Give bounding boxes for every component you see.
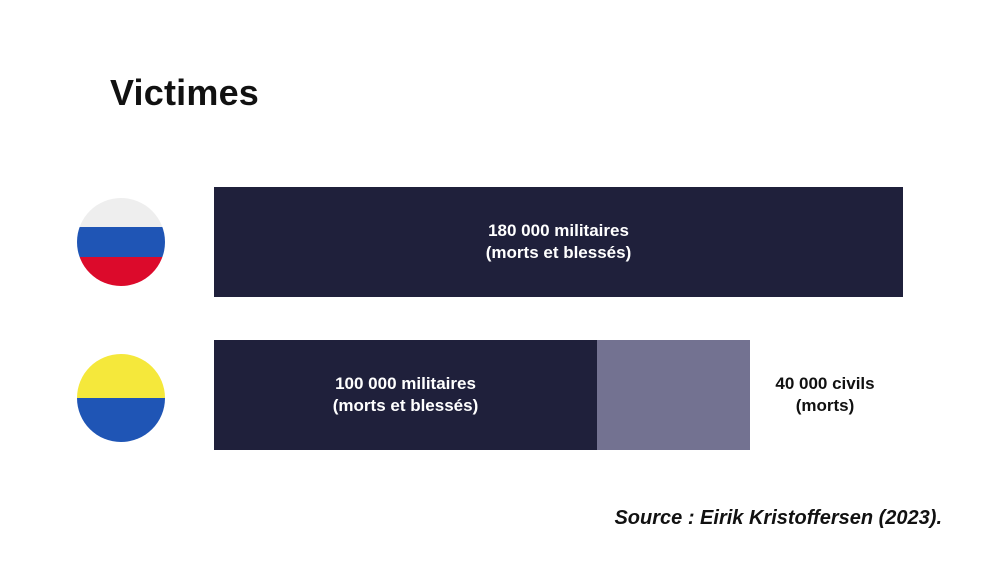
bar-ukraine-segment-1: [597, 340, 750, 450]
russia-flag-icon: [77, 198, 165, 286]
chart-title: Victimes: [110, 72, 260, 113]
source-note: Source : Eirik Kristoffersen (2023).: [614, 507, 942, 529]
ukraine-flag-icon: [77, 354, 165, 442]
bar-russie-segment-0: 180 000 militaires (morts et blessés): [214, 187, 903, 297]
bar-label-ukraine-0: 100 000 militaires (morts et blessés): [332, 374, 479, 415]
bar-ukraine-segment-0: 100 000 militaires (morts et blessés): [214, 340, 597, 450]
bar-label-ukraine-1: 40 000 civils (morts): [775, 374, 875, 415]
bar-label-russie-0: 180 000 militaires (morts et blessés): [485, 221, 632, 262]
